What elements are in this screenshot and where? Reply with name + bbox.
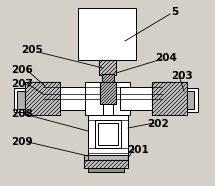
Bar <box>186 91 194 109</box>
Text: 207: 207 <box>11 79 33 89</box>
Bar <box>104 74 112 82</box>
Bar <box>99 60 116 75</box>
Bar <box>85 82 130 115</box>
Bar <box>102 74 114 82</box>
Bar <box>95 120 121 148</box>
Bar <box>25 82 60 115</box>
Text: 5: 5 <box>171 7 179 17</box>
Bar <box>152 82 187 115</box>
Bar <box>43 87 95 110</box>
Text: 203: 203 <box>171 71 193 81</box>
Bar <box>78 8 136 60</box>
Bar <box>100 82 116 104</box>
Bar <box>103 104 113 115</box>
Bar <box>84 155 128 168</box>
Bar <box>184 88 198 112</box>
Bar <box>25 82 60 115</box>
Bar <box>104 83 112 90</box>
Text: 208: 208 <box>11 109 33 119</box>
Text: 209: 209 <box>11 137 33 147</box>
Bar <box>88 166 124 172</box>
Bar <box>84 155 128 168</box>
Bar <box>17 91 25 109</box>
Bar <box>14 88 28 112</box>
Text: 201: 201 <box>127 145 149 155</box>
Bar <box>120 87 162 110</box>
Bar <box>88 166 124 172</box>
Bar <box>100 82 116 104</box>
Bar <box>84 160 128 168</box>
Text: 206: 206 <box>11 65 33 75</box>
Text: 204: 204 <box>155 53 177 63</box>
Bar <box>152 82 187 115</box>
Text: 202: 202 <box>147 119 169 129</box>
Text: 205: 205 <box>21 45 43 55</box>
Bar <box>88 115 128 160</box>
Bar <box>98 123 118 145</box>
